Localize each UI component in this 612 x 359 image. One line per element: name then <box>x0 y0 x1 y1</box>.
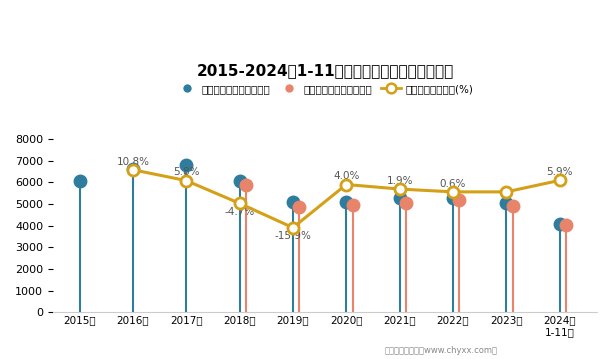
Text: 10.8%: 10.8% <box>116 157 149 167</box>
Text: 5.9%: 5.9% <box>547 167 573 177</box>
Text: 4.0%: 4.0% <box>333 171 359 181</box>
Text: 1.9%: 1.9% <box>386 176 413 186</box>
Text: -4.7%: -4.7% <box>225 207 255 216</box>
Text: 0.6%: 0.6% <box>440 179 466 188</box>
Text: -15.9%: -15.9% <box>274 231 312 241</box>
Legend: 利润总额累计值（亿元）, 营业利润累计值（亿元）, 利润总额累计增长(%): 利润总额累计值（亿元）, 营业利润累计值（亿元）, 利润总额累计增长(%) <box>172 80 477 98</box>
Text: 5.8%: 5.8% <box>173 167 200 177</box>
Text: 制图：智研咋询（www.chyxx.com）: 制图：智研咋询（www.chyxx.com） <box>384 346 497 355</box>
Title: 2015-2024年1-11月汽车制造业企业利润统计图: 2015-2024年1-11月汽车制造业企业利润统计图 <box>196 64 453 79</box>
